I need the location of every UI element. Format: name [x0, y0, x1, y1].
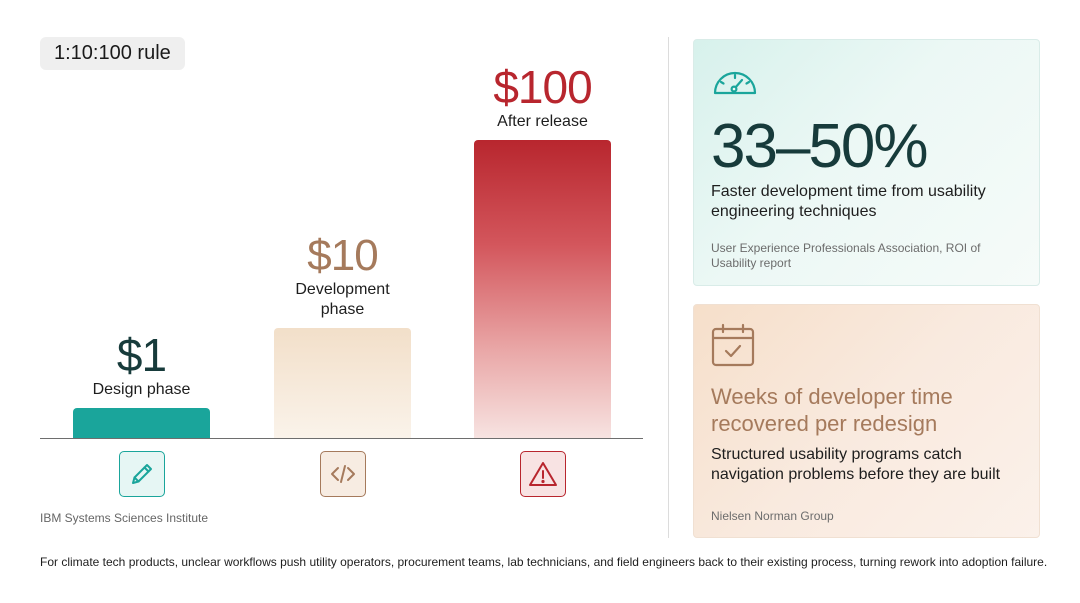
bar-release [474, 140, 611, 438]
vertical-divider [668, 37, 669, 538]
stat-source: User Experience Professionals Associatio… [711, 241, 981, 270]
speedometer-icon [713, 71, 757, 95]
chart-source: IBM Systems Sciences Institute [40, 511, 209, 525]
pencil-icon-box [118, 451, 165, 497]
code-icon [330, 465, 355, 483]
cost-chart: Design phase $1 Development phase $10 After … [40, 61, 643, 497]
warning-icon-box [519, 451, 566, 497]
code-icon-box [319, 451, 366, 497]
weeks-description: Structured usability programs catch navi… [711, 446, 1001, 483]
bar-development [274, 328, 411, 438]
category-label-development: Development phase [295, 281, 390, 318]
calendar-check-icon [711, 323, 755, 367]
value-label-release: $100 [493, 61, 592, 113]
category-label-design: Design phase [92, 381, 191, 398]
rule-badge: 1:10:100 rule [40, 37, 185, 70]
weeks-source: Nielsen Norman Group [711, 509, 834, 523]
stat-card: 33–50% Faster development time from usab… [693, 39, 1040, 286]
stat-description: Faster development time from usability e… [711, 183, 986, 220]
stat-value: 33–50% [711, 112, 929, 181]
pencil-icon [131, 464, 152, 484]
footer-note: For climate tech products, unclear workf… [40, 555, 1048, 569]
value-label-development: $10 [307, 231, 378, 280]
chart-baseline [40, 438, 643, 439]
weeks-heading: Weeks of developer time recovered per re… [711, 384, 953, 436]
category-label-release: After release [497, 113, 588, 130]
bar-design [73, 408, 210, 438]
weeks-card: Weeks of developer time recovered per re… [693, 304, 1040, 538]
value-label-design: $1 [116, 329, 167, 381]
warning-icon [528, 462, 557, 486]
